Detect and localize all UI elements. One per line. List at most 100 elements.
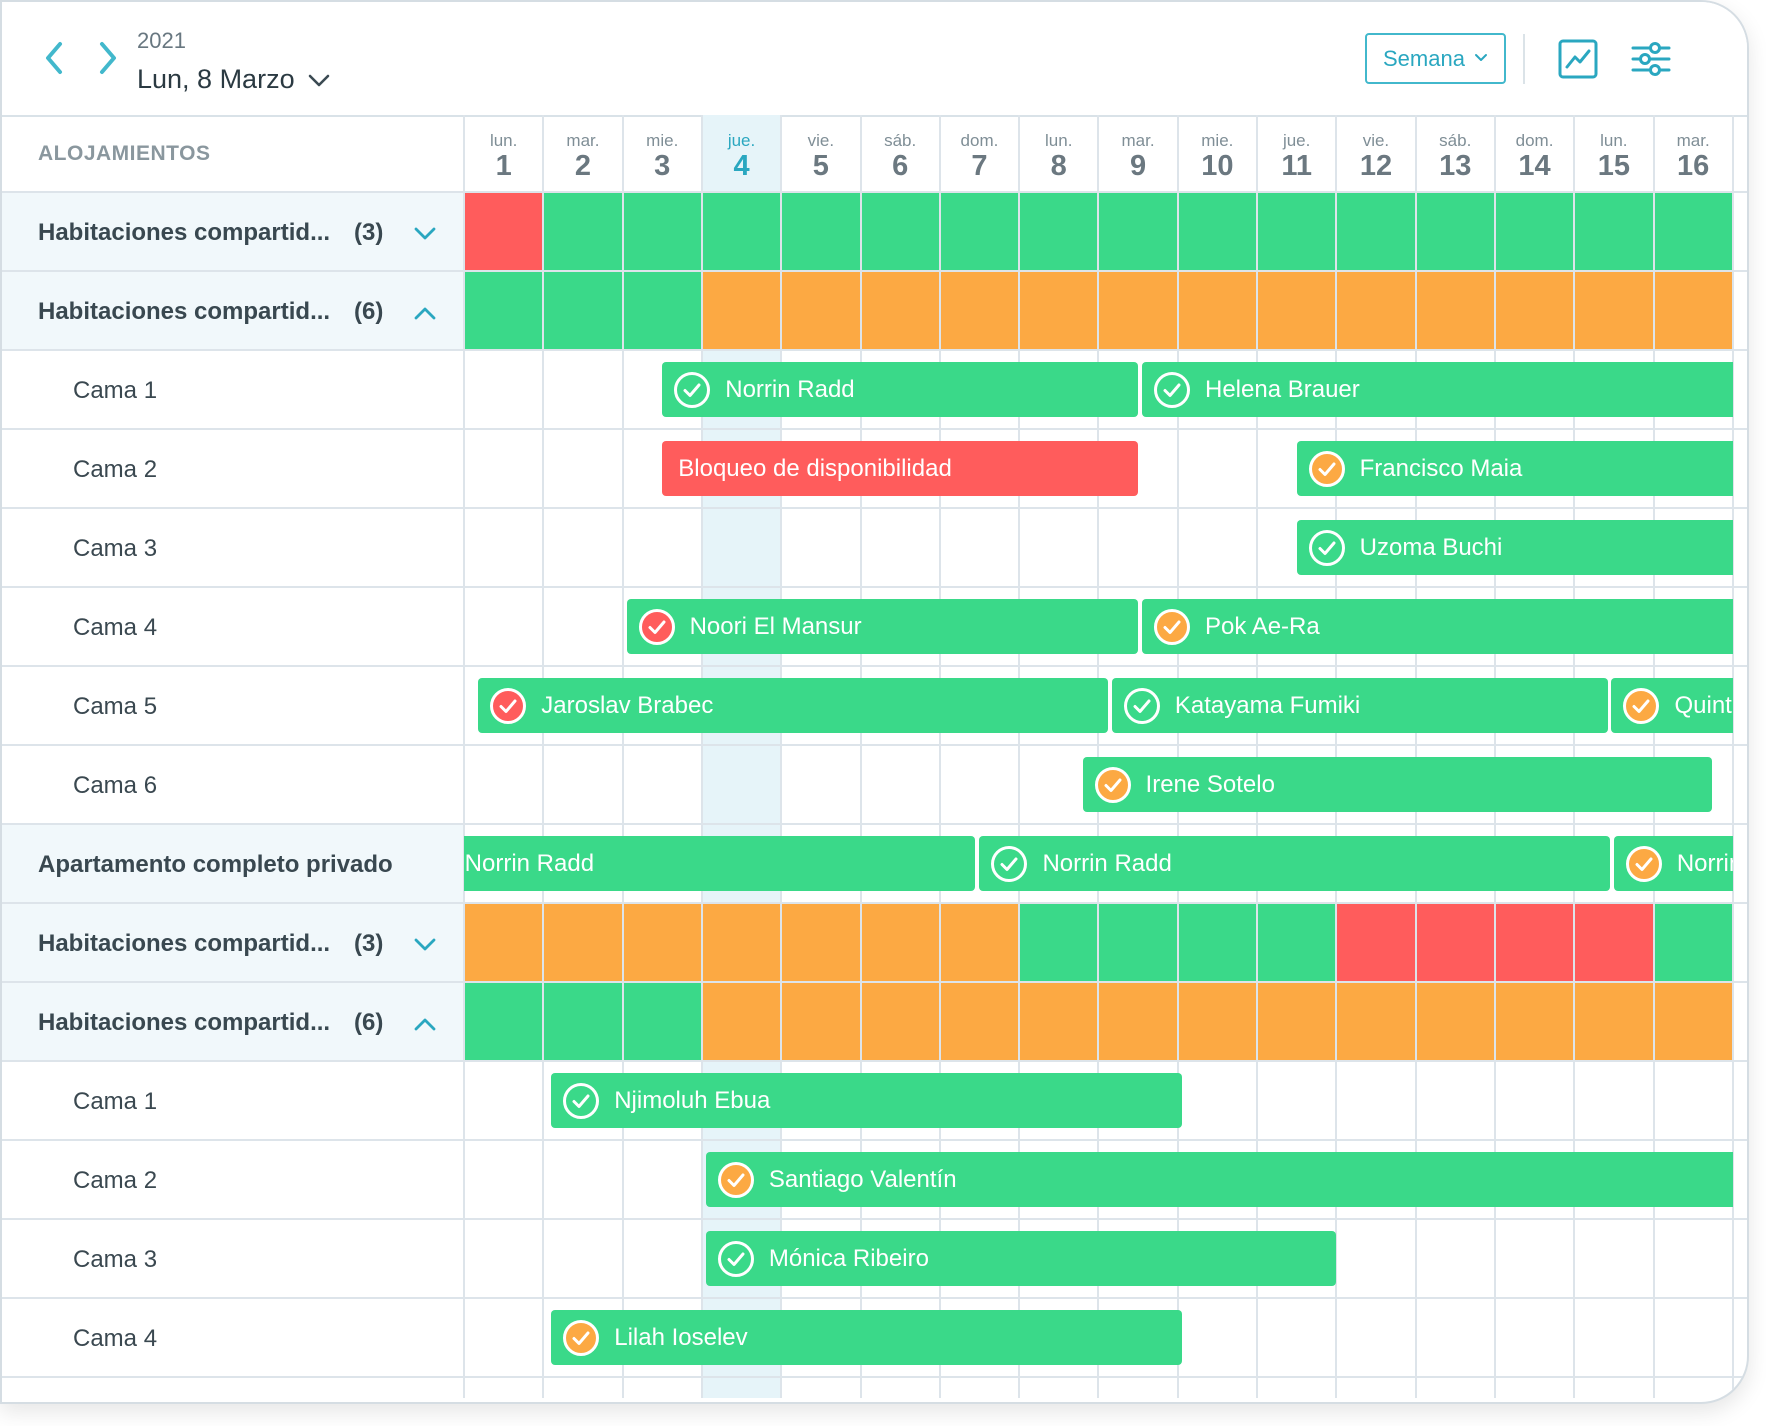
availability-cell-partial[interactable] [1098,272,1178,351]
availability-cell-partial[interactable] [860,904,940,983]
booking-bar[interactable]: Norrin Radd [464,836,976,891]
availability-cell-available[interactable] [939,193,1020,272]
availability-cell-partial[interactable] [1336,983,1416,1062]
availability-cell-partial[interactable] [939,272,1020,351]
expand-group-button[interactable] [412,223,438,243]
booking-bar[interactable]: Katayama Fumiki [1111,678,1608,733]
booking-bar[interactable]: Jaroslav Brabec [478,678,1108,733]
availability-cell-partial[interactable] [860,272,940,351]
booking-bar[interactable]: Francisco Maia [1296,441,1733,496]
availability-cell-partial[interactable] [1019,272,1099,351]
room-group-row[interactable]: Apartamento completo privado [2,825,464,904]
view-mode-select[interactable]: Semana [1365,33,1506,84]
availability-cell-available[interactable] [1257,904,1337,983]
collapse-group-button[interactable] [412,302,438,322]
day-header-2: mar. 2 [543,115,622,193]
availability-cell-available[interactable] [543,193,623,272]
room-group-row[interactable]: Habitaciones compartid... (6) [2,983,464,1062]
booking-bar[interactable]: Irene Sotelo [1082,757,1713,812]
availability-cell-available[interactable] [1019,904,1099,983]
availability-cell-partial[interactable] [1177,983,1257,1062]
availability-cell-available[interactable] [1336,193,1416,272]
availability-cell-available[interactable] [701,193,782,272]
filters-button[interactable] [1630,38,1672,80]
availability-cell-partial[interactable] [1653,272,1733,351]
availability-block[interactable]: Bloqueo de disponibilidad [662,441,1139,496]
availability-cell-partial[interactable] [860,983,940,1062]
availability-cell-partial[interactable] [939,983,1020,1062]
availability-cell-partial[interactable] [701,983,782,1062]
availability-cell-available[interactable] [464,272,544,351]
booking-bar[interactable]: Pok Ae-Ra [1142,599,1733,654]
availability-cell-available[interactable] [1098,193,1178,272]
availability-cell-available[interactable] [1574,193,1654,272]
availability-cell-available[interactable] [464,983,544,1062]
availability-cell-partial[interactable] [1494,272,1575,351]
collapse-group-button[interactable] [412,1013,438,1033]
availability-cell-partial[interactable] [622,904,702,983]
availability-cell-available[interactable] [1415,193,1495,272]
availability-cell-full[interactable] [1574,904,1654,983]
guest-name: Francisco Maia [1359,454,1523,482]
booking-bar[interactable]: Norrin Radd [662,362,1139,417]
availability-cell-partial[interactable] [1415,983,1495,1062]
availability-cell-available[interactable] [622,272,702,351]
previous-week-button[interactable] [38,38,74,78]
availability-cell-available[interactable] [1653,904,1733,983]
booking-bar[interactable]: Norrin Radd [1613,836,1733,891]
room-group-row[interactable]: Habitaciones compartid... (3) [2,193,464,272]
availability-cell-available[interactable] [860,193,940,272]
availability-cell-partial[interactable] [464,904,544,983]
availability-cell-available[interactable] [622,983,702,1062]
availability-cell-available[interactable] [1653,193,1733,272]
availability-cell-partial[interactable] [1336,272,1416,351]
availability-cell-partial[interactable] [1574,272,1654,351]
availability-cell-partial[interactable] [1019,983,1099,1062]
availability-cell-partial[interactable] [1494,983,1575,1062]
statistics-button[interactable] [1557,38,1599,80]
booking-bar[interactable]: Lilah Ioselev [551,1310,1182,1365]
availability-cell-full[interactable] [1336,904,1416,983]
availability-cell-full[interactable] [464,193,544,272]
booking-bar[interactable]: Uzoma Buchi [1296,520,1733,575]
availability-cell-available[interactable] [1494,193,1575,272]
availability-cell-available[interactable] [781,193,861,272]
availability-cell-partial[interactable] [701,904,782,983]
availability-cell-partial[interactable] [781,272,861,351]
room-group-row[interactable]: Habitaciones compartid... (3) [2,904,464,983]
availability-cell-available[interactable] [1019,193,1099,272]
availability-cell-partial[interactable] [1415,272,1495,351]
booking-bar[interactable]: Njimoluh Ebua [551,1073,1182,1128]
availability-cell-partial[interactable] [1574,983,1654,1062]
availability-cell-full[interactable] [1494,904,1575,983]
availability-cell-partial[interactable] [1653,983,1733,1062]
availability-cell-partial[interactable] [781,904,861,983]
availability-cell-available[interactable] [1257,193,1337,272]
availability-cell-available[interactable] [543,983,623,1062]
next-week-button[interactable] [90,38,126,78]
availability-cell-partial[interactable] [1098,983,1178,1062]
booking-bar[interactable]: Santiago Valentín [705,1152,1733,1207]
booking-bar[interactable]: Norrin Radd [979,836,1610,891]
availability-cell-partial[interactable] [1257,272,1337,351]
availability-cell-full[interactable] [1415,904,1495,983]
availability-cell-available[interactable] [622,193,702,272]
date-picker[interactable]: Lun, 8 Marzo [137,62,331,96]
availability-cell-partial[interactable] [543,904,623,983]
availability-cell-partial[interactable] [701,272,782,351]
availability-cell-partial[interactable] [1257,983,1337,1062]
availability-cell-available[interactable] [543,272,623,351]
booking-bar[interactable]: Mónica Ribeiro [705,1231,1337,1286]
row-divider [2,1218,1747,1220]
availability-cell-available[interactable] [1177,904,1257,983]
room-group-row[interactable]: Habitaciones compartid... (6) [2,272,464,351]
availability-cell-partial[interactable] [781,983,861,1062]
booking-bar[interactable]: Quint [1611,678,1733,733]
expand-group-button[interactable] [412,934,438,954]
availability-cell-available[interactable] [1098,904,1178,983]
availability-cell-partial[interactable] [1177,272,1257,351]
booking-bar[interactable]: Noori El Mansur [626,599,1139,654]
availability-cell-available[interactable] [1177,193,1257,272]
booking-bar[interactable]: Helena Brauer [1142,362,1733,417]
availability-cell-partial[interactable] [939,904,1020,983]
